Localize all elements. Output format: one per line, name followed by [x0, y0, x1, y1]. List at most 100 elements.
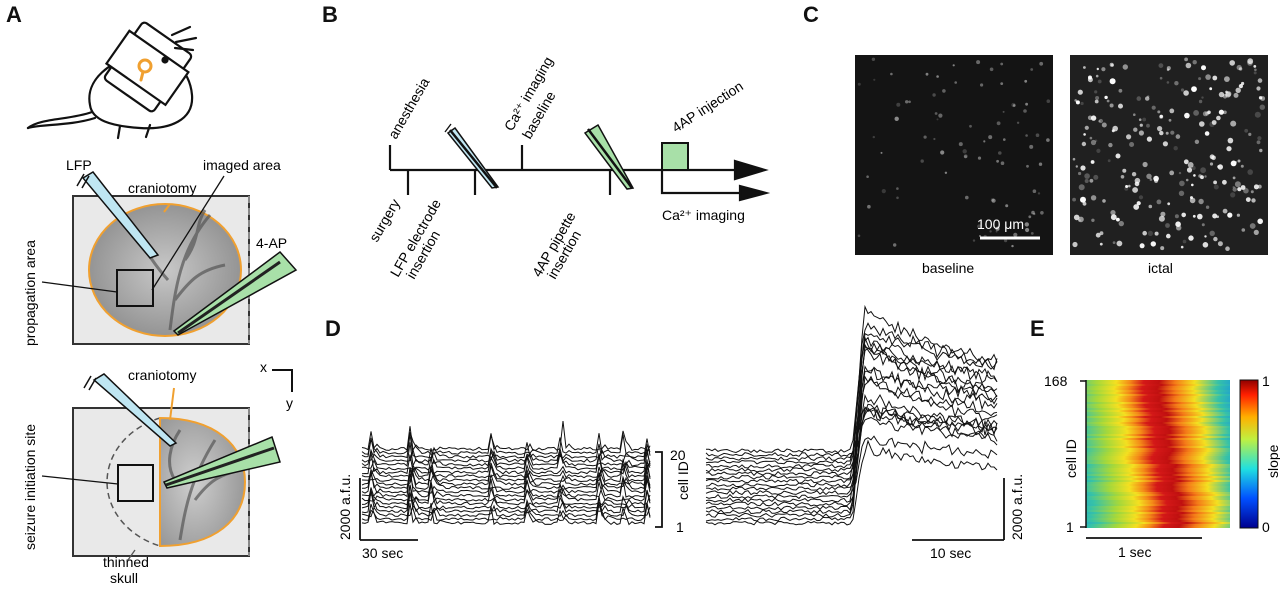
thinned-skull-pointer — [127, 549, 136, 561]
cell-dot — [998, 151, 1002, 155]
cell-dot — [1134, 181, 1140, 187]
heatmap-row — [1086, 410, 1230, 413]
cell-dot — [1094, 139, 1098, 143]
cell-dot — [1250, 190, 1254, 194]
heatmap-row — [1086, 520, 1230, 523]
cell-dot — [867, 204, 871, 209]
heatmap-row — [1086, 464, 1230, 467]
pipette-4ap-bottom — [162, 435, 281, 489]
cell-dot — [1217, 241, 1223, 247]
cell-dot — [1096, 148, 1101, 153]
cell-dot — [1204, 131, 1210, 136]
cell-dot — [872, 135, 875, 139]
cell-dot — [1129, 142, 1135, 147]
cell-dot — [1109, 78, 1116, 85]
cell-dot — [1257, 136, 1262, 141]
cell-dot — [1201, 96, 1204, 99]
cell-dot — [1148, 204, 1153, 209]
cell-dot — [1234, 181, 1241, 188]
cell-dot — [1138, 118, 1142, 121]
cell-dot — [1159, 76, 1163, 80]
cell-dot — [1194, 139, 1200, 144]
cell-dot — [1110, 214, 1117, 221]
trace-line — [361, 503, 651, 526]
scale-y-left: 2000 a.f.u. — [337, 474, 353, 540]
cell-dot — [1084, 179, 1089, 183]
cell-dot — [1072, 197, 1076, 202]
cell-dot — [1175, 134, 1181, 139]
heatmap-row — [1086, 466, 1230, 469]
cell-dot — [920, 159, 924, 163]
cell-dot — [1087, 115, 1093, 121]
cell-dot — [871, 57, 876, 61]
cell-dot — [1080, 196, 1086, 203]
cell-dot — [1213, 236, 1218, 242]
trace-line — [361, 434, 651, 459]
cell-dot — [1213, 180, 1217, 185]
cell-dot — [1198, 198, 1204, 205]
cell-dot — [1142, 117, 1147, 122]
cell-dot — [1253, 184, 1259, 190]
craniotomy-pointer — [163, 203, 171, 213]
cell-dot — [1184, 112, 1190, 119]
cell-dot — [1225, 246, 1230, 251]
heatmap-row — [1086, 384, 1230, 387]
trace-line — [361, 484, 651, 507]
cell-dot — [1233, 92, 1239, 98]
cell-dot — [1249, 223, 1256, 229]
cell-dot — [857, 82, 861, 86]
heatmap-row — [1086, 388, 1230, 391]
heatmap-row — [1086, 450, 1230, 453]
panel-letter-c: C — [803, 2, 819, 27]
cell-dot — [932, 93, 936, 97]
cell-dot — [1024, 222, 1030, 227]
cell-dot — [1005, 204, 1009, 208]
cell-dot — [1257, 218, 1263, 225]
traces-ictal — [705, 304, 998, 526]
trace-line — [705, 416, 998, 492]
cell-dot — [1259, 148, 1263, 153]
cell-dot — [1074, 99, 1077, 102]
cell-dot — [1158, 63, 1164, 68]
cell-dot — [1110, 63, 1114, 67]
label-thinned: thinned — [103, 554, 149, 570]
cell-dot — [1084, 173, 1090, 179]
cell-dot — [958, 142, 963, 147]
seizure-site-pointer — [41, 475, 119, 485]
cell-dot — [1083, 66, 1086, 69]
cell-dot — [1125, 185, 1129, 188]
cell-dot — [1227, 137, 1234, 144]
trace-line — [361, 496, 651, 518]
image-baseline: 100 μm — [855, 55, 1053, 255]
pipette-4ap-top — [172, 250, 298, 336]
cell-dot — [1106, 99, 1110, 103]
heatmap-row — [1086, 526, 1230, 528]
cell-dot — [964, 155, 967, 159]
cell-dot — [1149, 178, 1153, 181]
cell-dot — [1178, 171, 1182, 175]
cell-dot — [1247, 60, 1253, 66]
cell-dot — [940, 150, 945, 155]
heatmap-row — [1086, 408, 1230, 411]
xy-axis-icon — [272, 369, 293, 392]
trace-line — [361, 464, 651, 487]
cell-dot — [1258, 96, 1263, 100]
cell-dot — [1139, 123, 1143, 127]
cell-dot — [1168, 118, 1172, 122]
cell-dot — [1156, 199, 1162, 205]
cell-dot — [1232, 176, 1236, 180]
cell-dot — [1166, 233, 1171, 239]
cell-dot — [1095, 74, 1099, 78]
injection-marker — [661, 142, 689, 171]
cell-dot — [1150, 241, 1157, 247]
cell-dot — [989, 67, 994, 72]
panel-letter-e: E — [1030, 316, 1045, 341]
cell-dot — [1082, 201, 1087, 206]
trace-line — [361, 443, 651, 463]
heatmap-row — [1086, 494, 1230, 497]
cell-dot — [933, 137, 936, 141]
cell-dot — [881, 189, 886, 194]
cell-dot — [1207, 110, 1211, 115]
heatmap-row — [1086, 414, 1230, 417]
cell-dot — [1112, 125, 1118, 132]
